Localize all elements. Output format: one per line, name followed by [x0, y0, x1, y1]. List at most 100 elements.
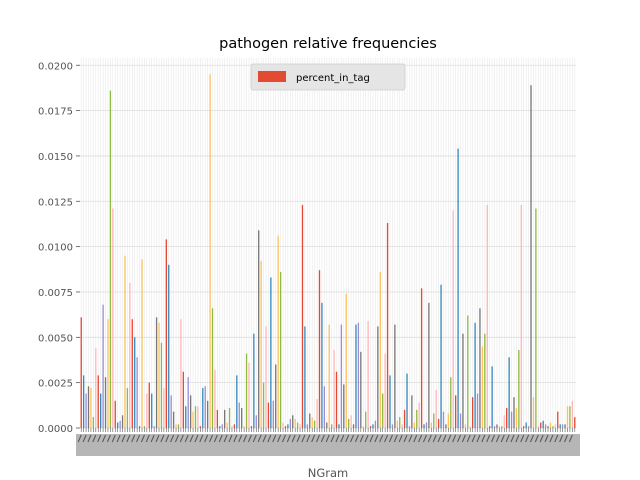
bar [569, 406, 570, 428]
bar [292, 415, 293, 428]
bar [246, 354, 247, 428]
bar [299, 424, 300, 428]
bar [355, 325, 356, 428]
bar [428, 303, 429, 428]
bar [518, 350, 519, 428]
bar [484, 334, 485, 428]
bar [331, 424, 332, 428]
bar [256, 415, 257, 428]
bar [136, 357, 137, 428]
bar [326, 423, 327, 428]
bar [572, 401, 573, 428]
bar [239, 403, 240, 428]
bar [144, 426, 145, 428]
bar [226, 423, 227, 428]
bar [127, 388, 128, 428]
bar [423, 424, 424, 428]
bar [229, 408, 230, 428]
bar [141, 259, 142, 428]
bar [460, 413, 461, 428]
bar [153, 426, 154, 428]
bar [392, 424, 393, 428]
bar [329, 325, 330, 428]
bar [555, 424, 556, 428]
bar [122, 415, 123, 428]
bar [414, 423, 415, 428]
bar [192, 412, 193, 428]
bar [333, 350, 334, 428]
bar [455, 395, 456, 428]
bar [105, 377, 106, 428]
bar [200, 426, 201, 428]
bar [470, 426, 471, 428]
bar [516, 408, 517, 428]
y-tick-label: 0.0150 [38, 152, 73, 163]
y-tick-label: 0.0100 [38, 243, 73, 254]
bar [95, 348, 96, 428]
bar [496, 424, 497, 428]
bar [265, 326, 266, 428]
bar [309, 413, 310, 428]
bar [243, 426, 244, 428]
bar [219, 426, 220, 428]
bar [440, 285, 441, 428]
bar [275, 365, 276, 428]
bar [268, 403, 269, 428]
bar [550, 423, 551, 428]
bar [506, 408, 507, 428]
bar [360, 352, 361, 428]
bar [491, 366, 492, 428]
bar [129, 283, 130, 428]
bar [543, 421, 544, 428]
bar [234, 424, 235, 428]
bar [406, 374, 407, 428]
bar [297, 423, 298, 428]
bar [523, 426, 524, 428]
bar [380, 272, 381, 428]
y-tick-label: 0.0075 [38, 288, 73, 299]
bar [372, 424, 373, 428]
bar [277, 236, 278, 428]
bar [384, 354, 385, 428]
bar [350, 415, 351, 428]
bar [338, 424, 339, 428]
bar [88, 386, 89, 428]
bar [280, 272, 281, 428]
bar [222, 424, 223, 428]
bar [450, 377, 451, 428]
bar [574, 417, 575, 428]
bar [107, 319, 108, 428]
bar [316, 399, 317, 428]
bar [197, 406, 198, 428]
bar [346, 294, 347, 428]
bar [258, 230, 259, 428]
bar [132, 319, 133, 428]
bar [375, 421, 376, 428]
bar [202, 388, 203, 428]
bar [83, 375, 84, 428]
bar [173, 412, 174, 428]
bar [260, 261, 261, 428]
bar [85, 394, 86, 428]
bar [205, 386, 206, 428]
bar [443, 412, 444, 428]
bar [285, 426, 286, 428]
bar [307, 424, 308, 428]
bar [183, 372, 184, 428]
bar [467, 316, 468, 428]
bar [348, 419, 349, 428]
bar [426, 423, 427, 428]
bar [504, 415, 505, 428]
bar [273, 401, 274, 428]
bar [158, 323, 159, 428]
bar [161, 343, 162, 428]
bar [102, 305, 103, 428]
bar [397, 421, 398, 428]
bar [168, 265, 169, 428]
bar [214, 370, 215, 428]
bar [93, 417, 94, 428]
bar [382, 394, 383, 428]
bar [540, 423, 541, 428]
bar [98, 375, 99, 428]
bar [321, 303, 322, 428]
